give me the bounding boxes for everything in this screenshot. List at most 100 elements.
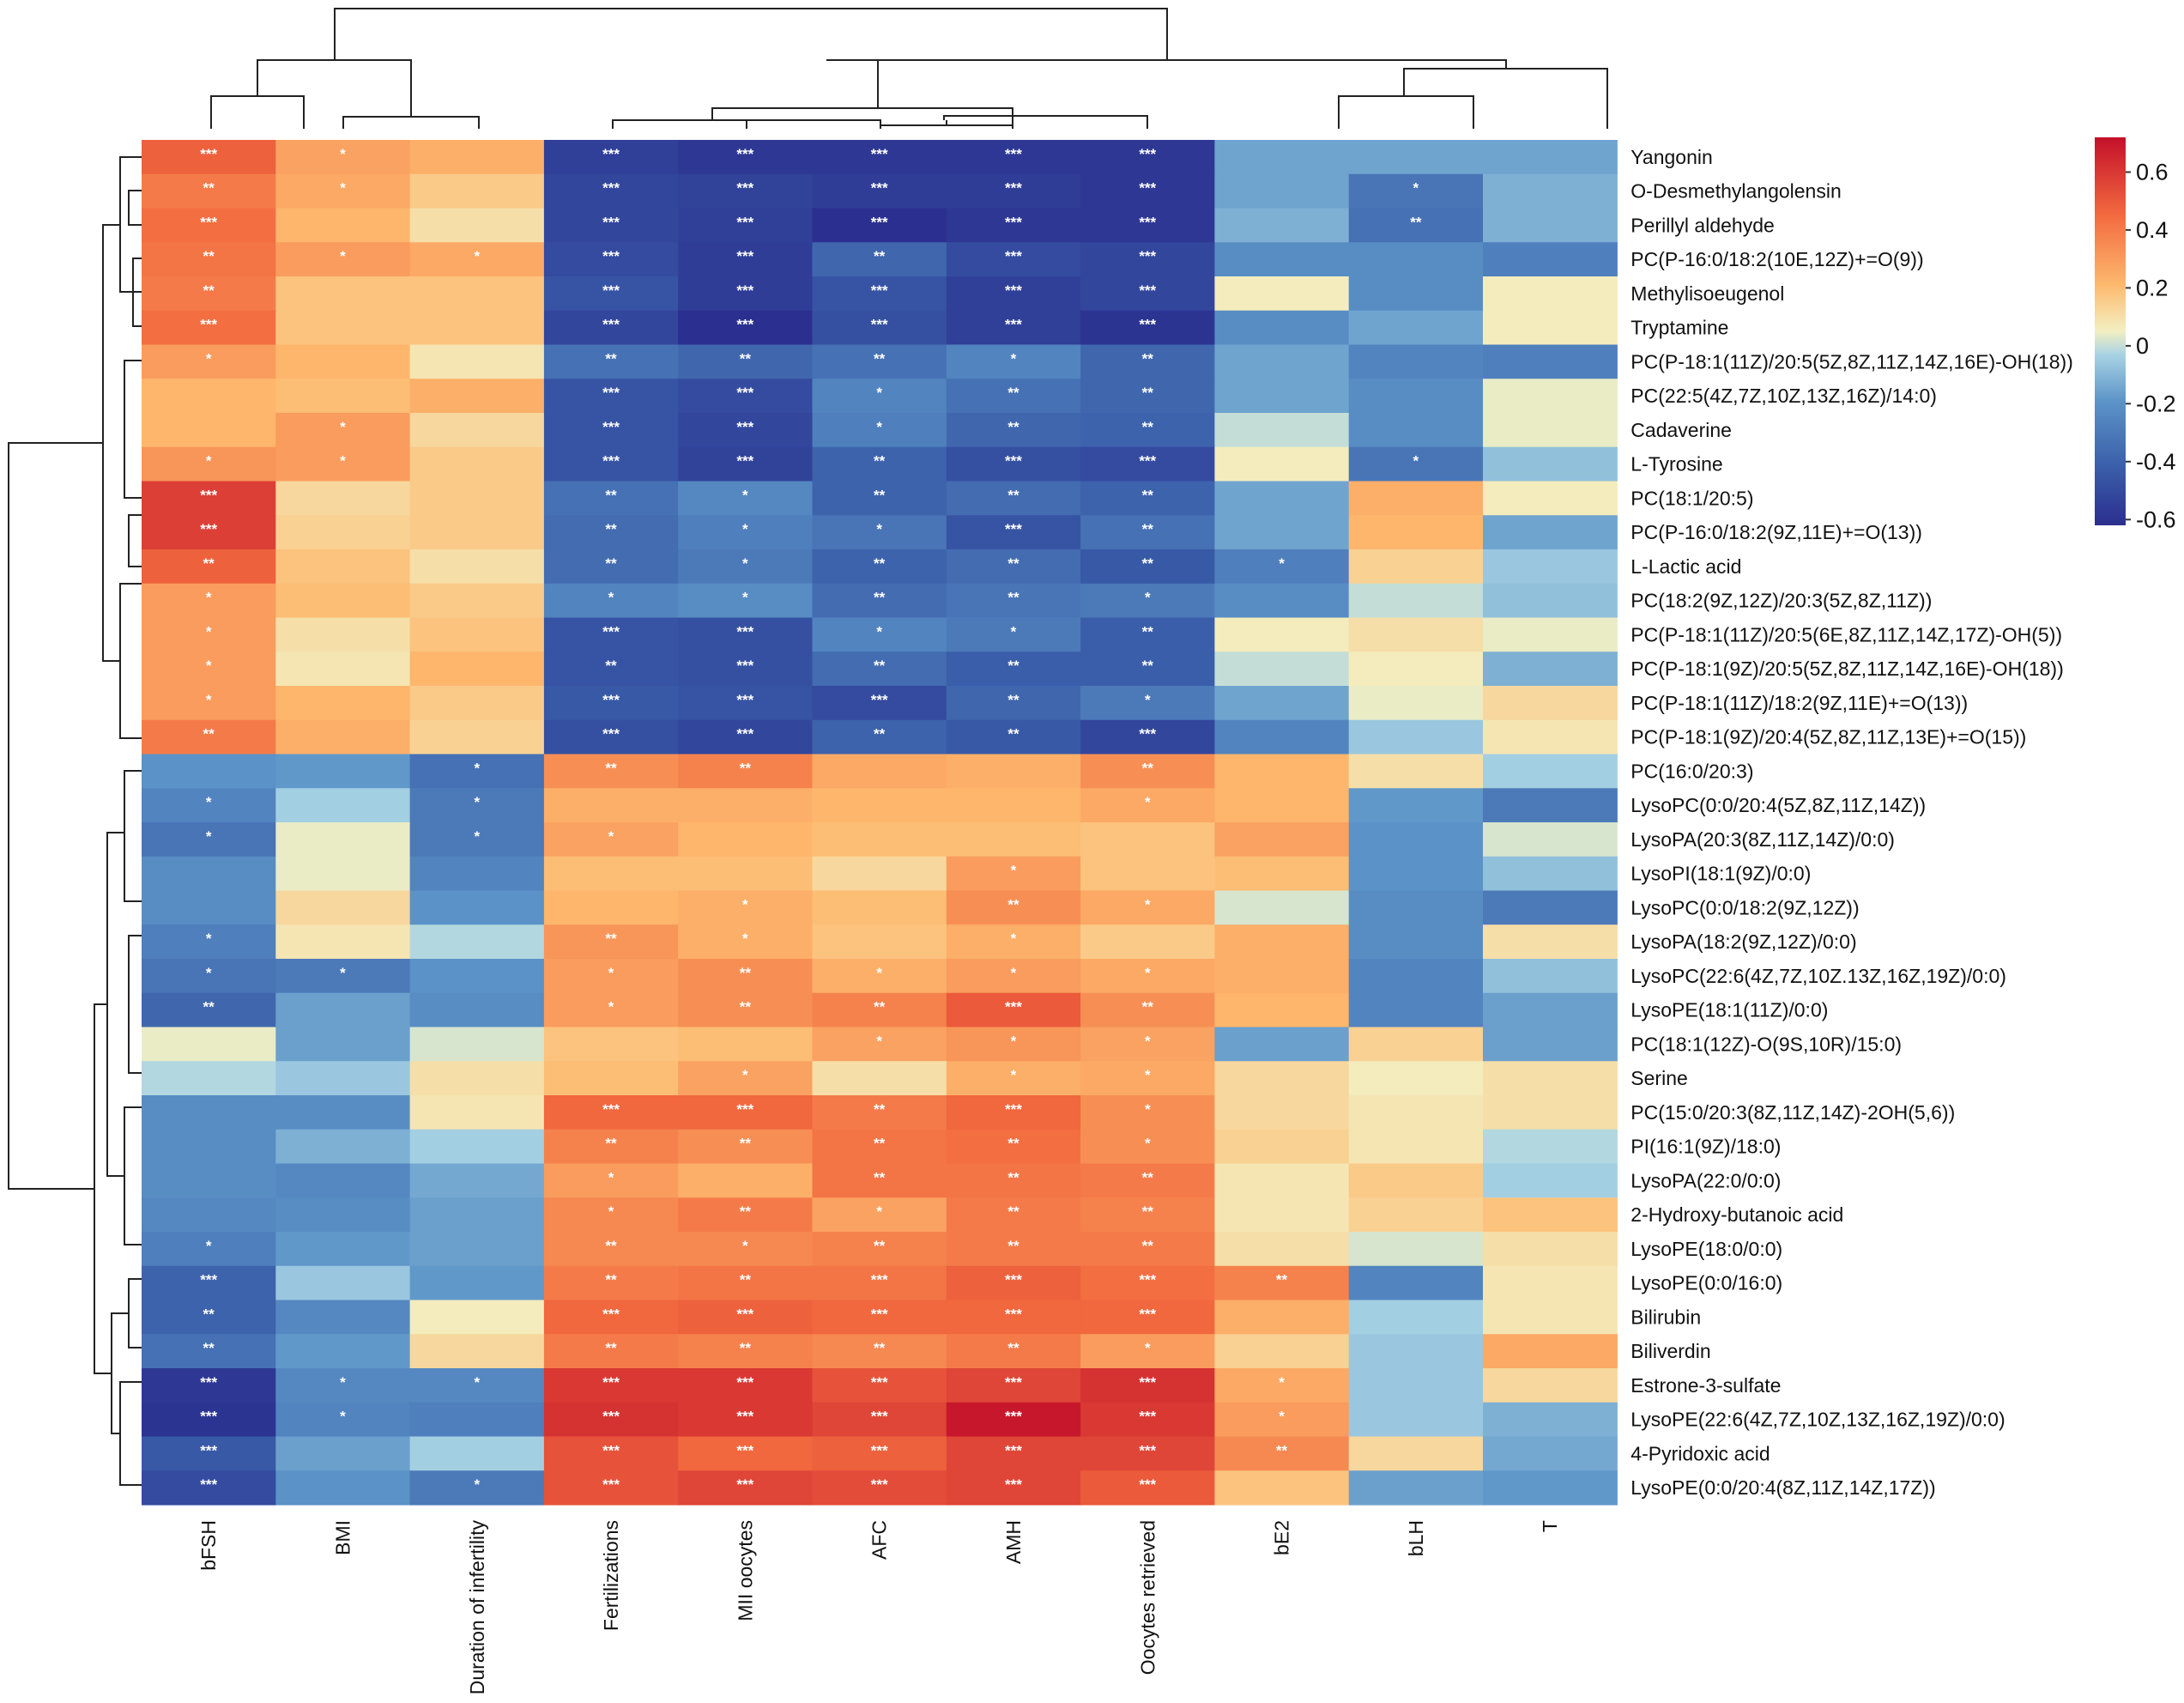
heatmap-cell [1214, 1027, 1350, 1062]
heatmap-cell [1483, 310, 1618, 346]
heatmap-cell [543, 788, 679, 823]
heatmap-cell [812, 1300, 947, 1335]
heatmap-cell [409, 1470, 545, 1506]
row-label: LysoPE(18:1(11Z)/0:0) [1630, 999, 1828, 1021]
heatmap-cell [275, 890, 411, 925]
heatmap-cell [142, 242, 276, 277]
heatmap-cell [946, 1436, 1081, 1471]
heatmap-cell [1348, 1334, 1484, 1369]
heatmap-cell [1348, 822, 1484, 858]
heatmap-cell [409, 788, 545, 823]
significance-marker: ** [1276, 1272, 1288, 1288]
heatmap-cell [543, 583, 679, 619]
heatmap-cell [275, 719, 411, 755]
heatmap-cell [1348, 924, 1484, 960]
significance-marker: * [1145, 1136, 1151, 1152]
heatmap-cell [678, 1334, 814, 1369]
heatmap-cell [1483, 549, 1618, 585]
heatmap-cell [812, 1027, 947, 1062]
heatmap-cell [275, 446, 411, 482]
significance-marker: * [1011, 965, 1017, 981]
significance-marker: * [876, 385, 882, 401]
heatmap-cell [1348, 1163, 1484, 1198]
column-label: BMI [332, 1520, 354, 1555]
heatmap-cell [275, 1232, 411, 1267]
heatmap-cell [409, 1334, 545, 1369]
significance-marker: ** [740, 999, 752, 1015]
heatmap-cell [1348, 379, 1484, 414]
row-label: LysoPE(18:0/0:0) [1630, 1238, 1782, 1260]
row-label: Tryptamine [1630, 317, 1728, 339]
heatmap-cell [1214, 583, 1350, 619]
heatmap-cell [142, 1129, 276, 1165]
significance-marker: * [206, 692, 212, 708]
significance-marker: * [206, 623, 212, 639]
heatmap-cell [812, 413, 947, 448]
heatmap-cell [142, 856, 276, 892]
heatmap-cell [678, 242, 814, 277]
significance-marker: * [1413, 453, 1419, 470]
heatmap-cell [275, 310, 411, 346]
significance-marker: * [340, 1409, 346, 1425]
heatmap-cell [1214, 344, 1350, 379]
heatmap-cell [946, 140, 1081, 175]
significance-marker: ** [1007, 726, 1019, 742]
heatmap-cell [1483, 242, 1618, 277]
heatmap-cell [946, 344, 1081, 379]
heatmap-cell [678, 140, 814, 175]
heatmap-cell [409, 992, 545, 1028]
heatmap-cell [1080, 822, 1215, 858]
heatmap-cell [946, 856, 1081, 892]
significance-marker: *** [602, 1101, 620, 1118]
column-dendrogram [210, 8, 1608, 129]
heatmap-cell [1483, 890, 1618, 925]
heatmap-cell [275, 1061, 411, 1096]
row-label: PC(16:0/20:3) [1630, 760, 1753, 782]
heatmap-cell [275, 173, 411, 209]
heatmap-cell [1080, 959, 1215, 994]
colorbar-tick-label: 0.4 [2136, 217, 2169, 243]
heatmap-cell [1483, 1470, 1618, 1506]
heatmap-cell [1348, 1232, 1484, 1267]
heatmap-cell [1080, 344, 1215, 379]
heatmap-cell [946, 1300, 1081, 1335]
heatmap-cell [275, 344, 411, 379]
heatmap-cell [1483, 1232, 1618, 1267]
heatmap-cell [1214, 173, 1350, 209]
heatmap-cell [1483, 446, 1618, 482]
heatmap-cell [142, 992, 276, 1028]
heatmap-cell [543, 481, 679, 516]
heatmap-cell [1483, 515, 1618, 550]
column-label: bFSH [197, 1520, 220, 1571]
heatmap-cell [543, 992, 679, 1028]
row-label: LysoPA(20:3(8Z,11Z,14Z)/0:0) [1630, 828, 1895, 851]
significance-marker: *** [736, 214, 753, 230]
significance-marker: ** [874, 1101, 886, 1118]
heatmap-cell [678, 686, 814, 721]
heatmap-cell [1348, 652, 1484, 687]
significance-marker: *** [200, 1442, 217, 1458]
row-label: LysoPC(0:0/18:2(9Z,12Z)) [1630, 896, 1859, 918]
heatmap-cell [678, 959, 814, 994]
heatmap-cell [812, 1129, 947, 1165]
significance-marker: ** [605, 1340, 617, 1356]
heatmap-cell [946, 992, 1081, 1028]
significance-marker: * [206, 828, 212, 845]
colorbar-tick-label: -0.6 [2136, 506, 2176, 532]
heatmap-cell [142, 959, 276, 994]
heatmap-cell [678, 1129, 814, 1165]
heatmap-cell [946, 1402, 1081, 1438]
significance-marker: * [340, 419, 346, 435]
row-label: PC(P-18:1(11Z)/20:5(6E,8Z,11Z,14Z,17Z)-O… [1630, 623, 2062, 645]
significance-marker: ** [1142, 623, 1154, 639]
significance-marker: *** [602, 1306, 620, 1322]
heatmap-cell [1483, 1163, 1618, 1198]
significance-marker: ** [605, 350, 617, 367]
heatmap-cell [409, 276, 545, 312]
significance-marker: ** [1007, 555, 1019, 572]
significance-marker: * [1279, 1374, 1285, 1391]
heatmap-cell [1214, 1163, 1350, 1198]
heatmap-cell [946, 549, 1081, 585]
significance-marker: * [206, 658, 212, 674]
heatmap-cell [1348, 1470, 1484, 1506]
